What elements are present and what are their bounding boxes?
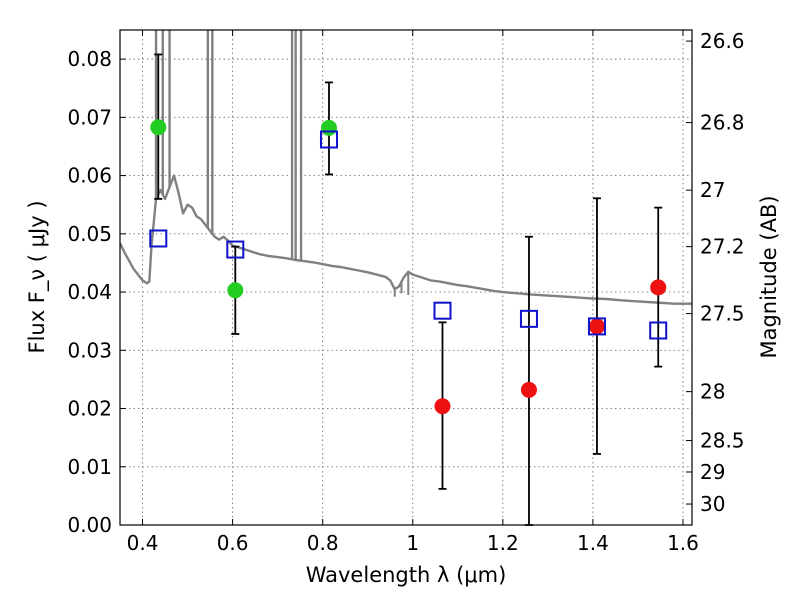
data-point-circle xyxy=(434,398,451,415)
x-tick-label: 0.8 xyxy=(307,531,339,555)
plot-frame xyxy=(119,29,693,526)
y-axis-ticks: 0.00 0.01 0.02 0.03 0.04 0.05 0.06 0.07 0.08 xyxy=(67,47,126,537)
data-point-square xyxy=(519,309,538,328)
data-point-square xyxy=(149,229,168,248)
right-tick-label: 29 xyxy=(700,460,725,484)
y-tick-label: 0.06 xyxy=(67,164,112,188)
model-spectrum xyxy=(120,30,692,305)
x-axis-label: Wavelength λ (μm) xyxy=(306,563,507,587)
right-tick-label: 27.2 xyxy=(700,235,745,259)
model-curve-line xyxy=(120,174,692,305)
right-tick-label: 28 xyxy=(700,380,725,404)
y-tick-label: 0.08 xyxy=(67,47,112,71)
right-tick-label: 27 xyxy=(700,178,725,202)
x-tick-label: 1.4 xyxy=(577,531,609,555)
data-point-square xyxy=(319,130,338,149)
x-tick-label: 0.6 xyxy=(217,531,249,555)
right-tick-label: 26.8 xyxy=(700,111,745,135)
y-tick-label: 0.02 xyxy=(67,397,112,421)
x-tick-label: 1.6 xyxy=(667,531,699,555)
x-tick-label: 1.2 xyxy=(487,531,519,555)
y-tick-label: 0.03 xyxy=(67,338,112,362)
y-tick-label: 0.01 xyxy=(67,455,112,479)
x-tick-label: 1 xyxy=(406,531,419,555)
data-point-circle xyxy=(320,119,337,136)
right-axis-ticks: 26.6 26.8 27 27.2 27.5 28 28.5 29 30 xyxy=(686,29,745,516)
data-point-square xyxy=(649,321,668,340)
data-point-circle xyxy=(150,119,167,136)
data-point-circle xyxy=(227,282,244,299)
y-tick-label: 0.04 xyxy=(67,280,112,304)
right-tick-label: 26.6 xyxy=(700,29,745,53)
y-axis-label: Flux F_ν ( μJy ) xyxy=(25,200,50,353)
data-point-circle xyxy=(650,279,667,296)
x-tick-label: 0.4 xyxy=(127,531,159,555)
y-tick-label: 0.00 xyxy=(67,513,112,537)
data-point-circle xyxy=(588,318,605,335)
right-axis-label: Magnitude (AB) xyxy=(757,195,781,358)
data-point-circle xyxy=(520,381,537,398)
y-tick-label: 0.05 xyxy=(67,222,112,246)
data-point-square xyxy=(226,240,245,259)
y-tick-label: 0.07 xyxy=(67,105,112,129)
data-point-square xyxy=(433,301,452,320)
data-point-square xyxy=(587,317,606,336)
x-axis-ticks: 0.4 0.6 0.8 1 1.2 1.4 1.6 xyxy=(127,30,699,555)
right-tick-label: 30 xyxy=(700,492,725,516)
data-points xyxy=(149,119,668,415)
right-tick-label: 28.5 xyxy=(700,429,745,453)
grid-lines xyxy=(120,30,692,526)
right-tick-label: 27.5 xyxy=(700,302,745,326)
